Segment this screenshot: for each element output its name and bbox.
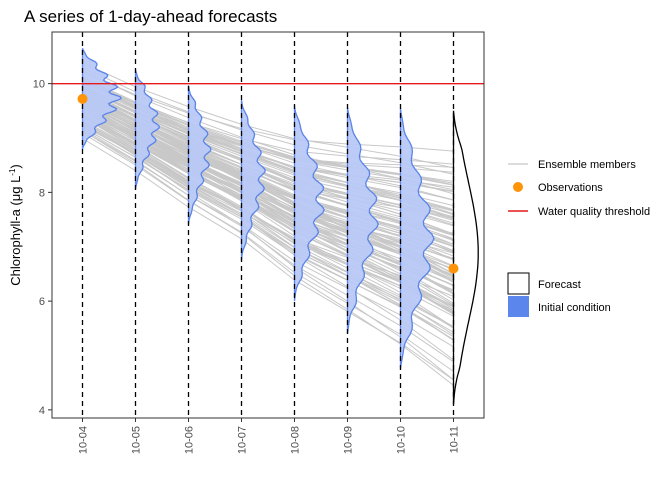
forecast-density	[452, 110, 479, 405]
legend-observations-key	[513, 182, 523, 192]
ensemble-member-line	[82, 126, 454, 338]
legend-ensemble-label: Ensemble members	[538, 159, 636, 171]
x-axis: 10-04 10-05 10-06 10-07 10-08 10-09 10-10 10-11	[78, 418, 461, 454]
plot-area	[51, 31, 485, 419]
initial-condition-density	[240, 99, 266, 261]
legend-lines: Ensemble members Observations Water qual…	[508, 159, 650, 218]
initial-condition-density	[187, 85, 212, 226]
y-axis-title: Chlorophyll-a (μg L-1)	[8, 164, 23, 286]
legend-forecast-key	[507, 272, 530, 295]
legend-fills: Forecast Initial condition	[507, 272, 611, 317]
legend-forecast-label: Forecast	[538, 279, 581, 291]
y-tick-label: 6	[39, 296, 45, 308]
x-tick-label: 10-06	[184, 426, 196, 454]
ensemble-member-line	[82, 130, 454, 386]
y-tick-label: 8	[39, 187, 45, 199]
x-tick-label: 10-10	[396, 426, 408, 454]
ensemble-member-line	[82, 130, 454, 348]
x-tick-label: 10-11	[449, 426, 461, 453]
y-tick-label: 10	[33, 79, 45, 91]
plot-border	[51, 31, 485, 419]
x-tick-label: 10-04	[78, 426, 90, 454]
legend-initial-key	[508, 296, 529, 317]
legend-threshold-label: Water quality threshold	[538, 206, 650, 218]
initial-condition-density	[346, 106, 380, 334]
initial-condition-density	[293, 105, 325, 302]
initial-condition-density	[134, 69, 160, 190]
y-axis: 4 6 8 10	[33, 79, 52, 417]
ensemble-member-line	[82, 138, 454, 381]
initial-condition-density	[399, 108, 435, 370]
initial-condition-density	[81, 48, 122, 150]
legend-observations-label: Observations	[538, 182, 603, 194]
legend-initial-label: Initial condition	[538, 302, 611, 314]
x-tick-label: 10-07	[237, 426, 249, 454]
x-tick-label: 10-05	[131, 426, 143, 454]
obs-layer	[77, 93, 459, 274]
x-tick-label: 10-09	[343, 426, 355, 454]
chart-title: A series of 1-day-ahead forecasts	[24, 7, 277, 26]
y-tick-label: 4	[39, 405, 45, 417]
ensemble-member-line	[82, 132, 454, 372]
observation-point	[77, 93, 88, 104]
vline-layer	[81, 32, 455, 418]
x-tick-label: 10-08	[290, 426, 302, 454]
density-layer	[81, 48, 479, 405]
ensemble-member-line	[82, 122, 454, 381]
observation-point	[448, 263, 459, 274]
